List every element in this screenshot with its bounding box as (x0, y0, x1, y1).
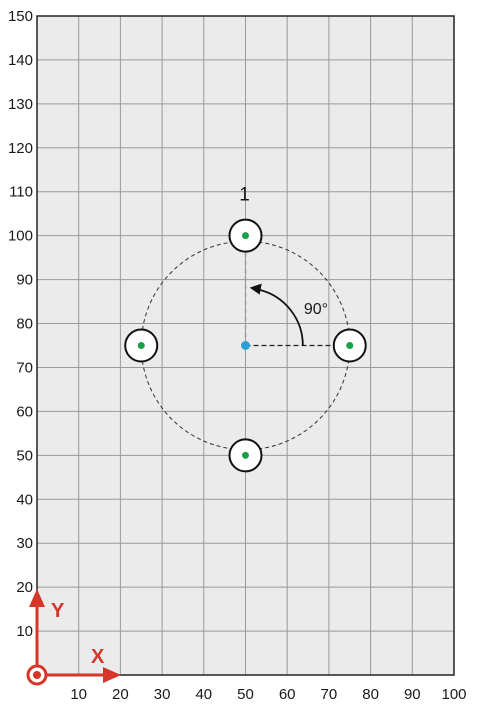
pattern-center-point (241, 341, 250, 350)
x-tick-label: 40 (195, 686, 212, 703)
y-tick-label: 70 (16, 359, 33, 376)
hole-center-point (346, 342, 354, 349)
grid-lines (37, 16, 454, 675)
y-tick-label: 120 (8, 140, 33, 157)
x-tick-label: 90 (404, 686, 421, 703)
y-tick-label: 150 (8, 8, 33, 25)
y-tick-label: 30 (16, 535, 33, 552)
angle-label: 90° (304, 301, 328, 318)
x-arrow-icon (103, 667, 121, 683)
y-axis-ticks: 10 20 30 40 50 60 70 80 90 100 110 120 130 140 150 (8, 8, 33, 640)
hole-center-point (137, 342, 145, 349)
plot-border (36, 15, 455, 676)
hole-center-point (242, 232, 249, 240)
x-tick-label: 10 (70, 686, 87, 703)
angle-arc-arrow (258, 288, 304, 346)
y-tick-label: 140 (8, 52, 33, 69)
y-tick-label: 80 (16, 316, 33, 333)
hole (332, 328, 367, 363)
y-tick-label: 10 (16, 623, 33, 640)
x-tick-label: 70 (321, 686, 338, 703)
y-tick-label: 60 (16, 403, 33, 420)
arrowhead-icon (249, 283, 262, 295)
hole (124, 328, 159, 363)
x-tick-label: 60 (279, 686, 296, 703)
hole-center-point (242, 451, 249, 459)
hole-number-label: 1 (239, 185, 250, 206)
y-tick-label: 110 (9, 184, 33, 201)
x-tick-label: 50 (237, 686, 254, 703)
hole (228, 438, 263, 473)
y-tick-label: 20 (16, 579, 33, 596)
x-axis-letter: X (91, 646, 105, 668)
y-tick-label: 90 (16, 272, 33, 289)
x-tick-label: 20 (112, 686, 129, 703)
x-tick-label: 30 (154, 686, 171, 703)
hole (228, 218, 263, 253)
origin-dot-icon (33, 671, 41, 679)
y-arrow-icon (29, 589, 45, 607)
y-tick-label: 50 (16, 447, 33, 464)
y-tick-label: 40 (16, 491, 33, 508)
coordinate-axes-icon: YX (26, 589, 121, 686)
x-tick-label: 80 (362, 686, 379, 703)
y-tick-label: 130 (8, 96, 33, 113)
x-axis-ticks: 10 20 30 40 50 60 70 80 90 100 (70, 686, 466, 703)
y-axis-letter: Y (51, 600, 65, 622)
x-tick-label: 100 (441, 686, 466, 703)
y-tick-label: 100 (8, 228, 33, 245)
holes (124, 218, 367, 473)
